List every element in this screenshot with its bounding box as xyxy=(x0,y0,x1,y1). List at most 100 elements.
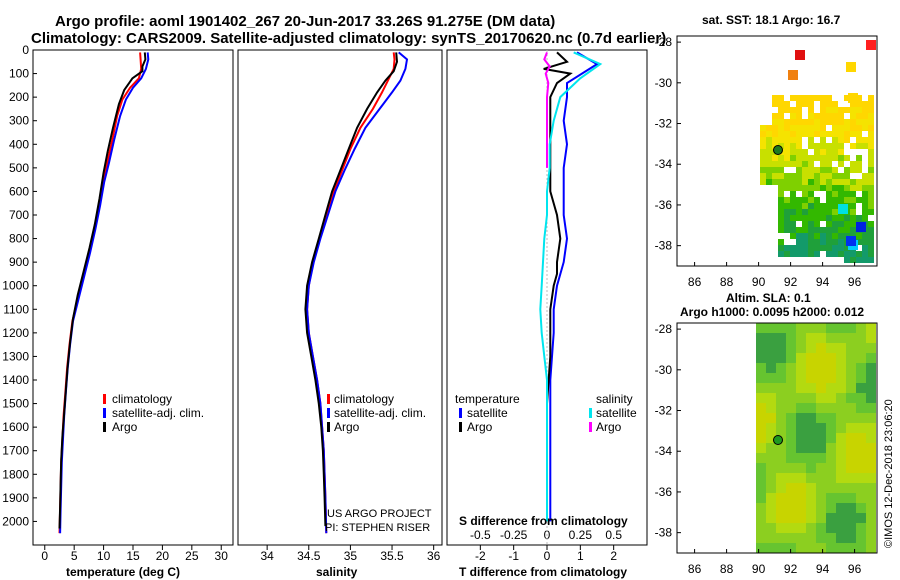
project-annotation: US ARGO PROJECT xyxy=(327,508,432,520)
sla-cell xyxy=(826,523,836,533)
sst-cell xyxy=(868,173,874,179)
sst-cell xyxy=(856,222,866,232)
sla-cell xyxy=(756,533,766,543)
sst-cell xyxy=(868,119,874,125)
sla-cell xyxy=(796,533,806,543)
sst-cell xyxy=(826,131,832,137)
sst-cell xyxy=(814,167,820,173)
sla-cell xyxy=(796,453,806,463)
sst-cell xyxy=(838,137,844,143)
sst-cell xyxy=(808,113,814,119)
sla-cell xyxy=(756,383,766,393)
temperature-tick-label: 15 xyxy=(126,549,140,563)
sst-cell xyxy=(868,113,874,119)
sla-cell xyxy=(756,403,766,413)
sla-cell xyxy=(786,433,796,443)
salinity-panel: 34 34.5 35 35.5 36 climatology satellite-adj… xyxy=(237,49,443,579)
sla-cell xyxy=(756,343,766,353)
sst-cell xyxy=(778,95,784,101)
sla-cell xyxy=(796,353,806,363)
sst-cell xyxy=(790,149,796,155)
sla-cell xyxy=(826,323,836,333)
legend-title-temperature: temperature xyxy=(455,392,520,406)
sst-cell xyxy=(838,204,848,214)
sst-cell xyxy=(844,119,850,125)
sst-cell xyxy=(814,203,820,209)
sst-cell xyxy=(868,95,874,101)
sla-cell xyxy=(796,373,806,383)
sla-cell xyxy=(846,483,856,493)
sst-cell xyxy=(856,257,862,263)
sla-cell xyxy=(836,423,846,433)
depth-tick-label: 500 xyxy=(9,161,29,175)
sst-cell xyxy=(808,209,814,215)
sla-cell xyxy=(786,453,796,463)
sla-cell xyxy=(846,523,856,533)
sla-cell xyxy=(856,423,866,433)
sst-cell xyxy=(862,209,868,215)
sst-cell xyxy=(850,119,856,125)
sst-cell xyxy=(784,251,790,257)
temperature-series xyxy=(58,52,150,534)
longitude-tick-label: 90 xyxy=(752,275,766,289)
sla-cell xyxy=(806,323,816,333)
sst-cell xyxy=(832,131,838,137)
sst-cell xyxy=(844,227,850,233)
sst-cell xyxy=(862,233,868,239)
sla-cell xyxy=(776,533,786,543)
sst-cell xyxy=(820,119,826,125)
sst-cell xyxy=(784,221,790,227)
sla-cell xyxy=(786,403,796,413)
sla-cell xyxy=(836,443,846,453)
sst-cell xyxy=(826,221,832,227)
sst-cell xyxy=(760,149,766,155)
sla-cell xyxy=(806,363,816,373)
salinity-tick-label: 34 xyxy=(260,549,274,563)
sla-cell xyxy=(756,443,766,453)
sst-cell xyxy=(796,107,802,113)
sla-cell xyxy=(756,413,766,423)
sst-cell xyxy=(760,137,766,143)
sst-cell xyxy=(832,203,838,209)
sst-cell xyxy=(820,239,826,245)
sst-cell xyxy=(868,221,874,227)
sst-cell xyxy=(772,155,778,161)
sla-cell xyxy=(816,393,826,403)
sst-cell xyxy=(856,155,862,161)
sst-cell xyxy=(832,155,838,161)
sla-cell xyxy=(796,323,806,333)
sst-cell xyxy=(778,125,784,131)
sst-cell xyxy=(820,203,826,209)
sla-cell xyxy=(846,433,856,443)
sla-cell xyxy=(756,463,766,473)
sst-cell xyxy=(802,119,808,125)
sla-cell xyxy=(836,523,846,533)
temperature-tick-label: 30 xyxy=(215,549,229,563)
depth-tick-label: 100 xyxy=(9,67,29,81)
salinity-series-2 xyxy=(304,52,399,527)
sla-cell xyxy=(756,373,766,383)
sst-cell xyxy=(846,62,856,72)
sla-cell xyxy=(756,363,766,373)
sla-cell xyxy=(836,453,846,463)
sla-cell xyxy=(826,403,836,413)
sst-cell xyxy=(796,215,802,221)
sla-cell xyxy=(776,413,786,423)
sst-cell xyxy=(844,137,850,143)
sst-cell xyxy=(778,173,784,179)
sla-cell xyxy=(806,523,816,533)
sla-cell xyxy=(836,333,846,343)
legend-swatch-argo xyxy=(103,422,106,432)
sst-cell xyxy=(814,233,820,239)
sst-cell xyxy=(790,131,796,137)
sst-cell xyxy=(802,95,808,101)
sst-cell xyxy=(856,107,862,113)
sst-map-frame xyxy=(676,35,878,267)
sst-cell xyxy=(784,119,790,125)
sla-cell xyxy=(846,323,856,333)
sla-cell xyxy=(806,443,816,453)
sla-cell xyxy=(796,403,806,413)
sst-cell xyxy=(778,107,784,113)
sst-cell xyxy=(820,131,826,137)
sst-cell xyxy=(820,179,826,185)
